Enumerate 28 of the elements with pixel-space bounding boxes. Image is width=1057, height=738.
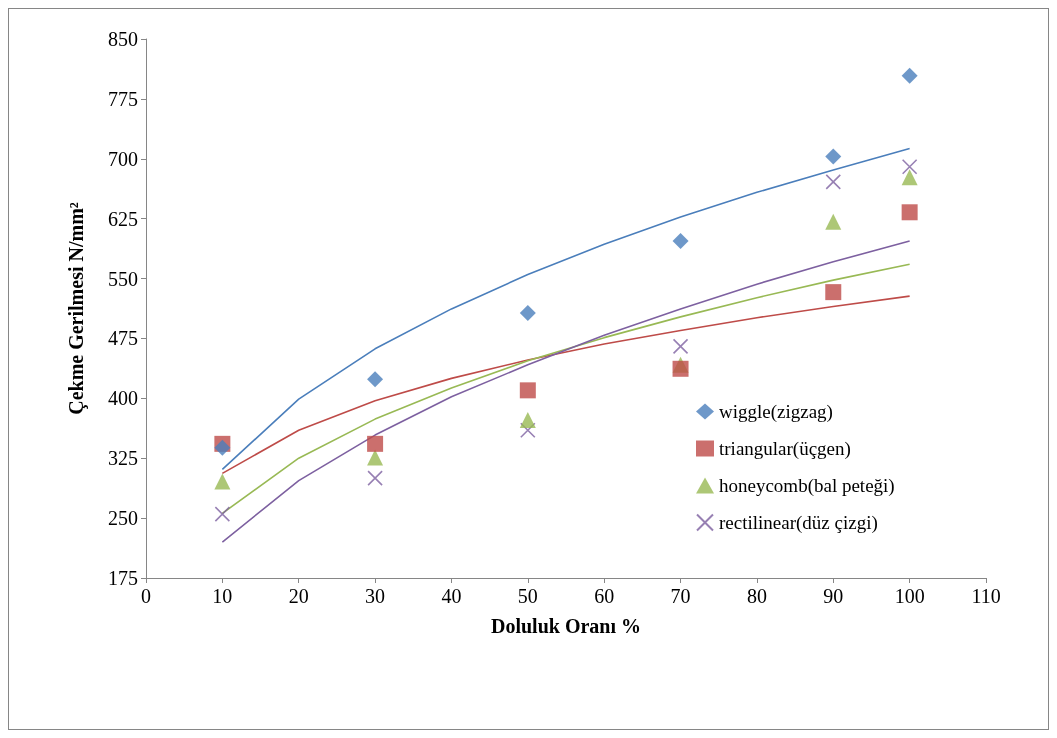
x-tick-label: 100 xyxy=(894,585,925,607)
x-tick-label: 0 xyxy=(141,585,151,607)
y-tick-label: 475 xyxy=(108,327,138,350)
y-tick-label: 775 xyxy=(108,87,138,110)
y-tick-label: 325 xyxy=(108,447,138,470)
x-tick-label: 80 xyxy=(746,585,767,607)
x-tick-label: 60 xyxy=(594,585,615,607)
y-tick-label: 625 xyxy=(108,207,138,230)
x-tick-label: 10 xyxy=(212,585,233,607)
legend-label: honeycomb(bal peteği) xyxy=(719,475,895,497)
legend-label: rectilinear(düz çizgi) xyxy=(719,512,878,534)
y-tick-label: 850 xyxy=(108,28,138,50)
x-tick-label: 50 xyxy=(517,585,538,607)
x-tick-label: 40 xyxy=(441,585,462,607)
y-tick-label: 700 xyxy=(108,147,138,170)
x-tick-label: 70 xyxy=(670,585,691,607)
legend-label: triangular(üçgen) xyxy=(719,438,851,460)
legend-label: wiggle(zigzag) xyxy=(719,401,833,423)
y-tick-label: 400 xyxy=(108,387,138,410)
x-axis-title: Doluluk Oranı % xyxy=(490,615,642,637)
y-tick-label: 250 xyxy=(108,507,138,530)
x-tick-label: 30 xyxy=(365,585,386,607)
x-tick-label: 110 xyxy=(971,585,1001,607)
x-tick-label: 90 xyxy=(823,585,844,607)
x-tick-label: 20 xyxy=(288,585,309,607)
y-tick-label: 175 xyxy=(108,567,138,589)
y-tick-label: 550 xyxy=(108,267,138,290)
y-axis-title: Çekme Gerilmesi N/mm² xyxy=(65,202,88,415)
